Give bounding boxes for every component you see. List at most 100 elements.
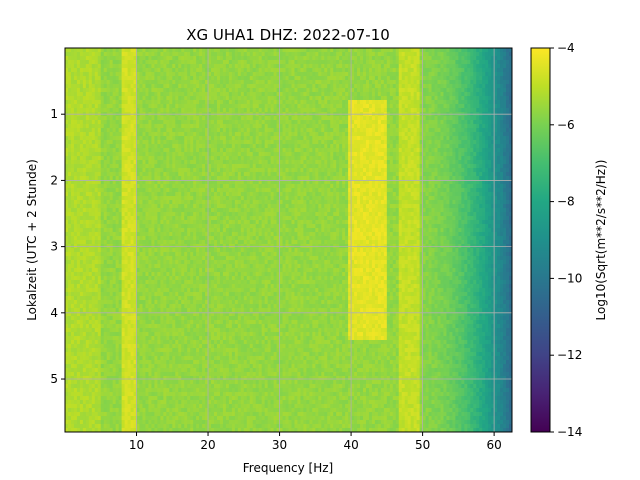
heatmap-cell	[374, 84, 379, 89]
heatmap-cell	[70, 76, 75, 81]
heatmap-cell	[300, 140, 304, 145]
heatmap-cell	[175, 48, 179, 53]
heatmap-cell	[434, 68, 439, 73]
heatmap-cell	[214, 48, 218, 53]
heatmap-cell	[365, 140, 370, 145]
heatmap-cell	[109, 144, 114, 149]
heatmap-cell	[321, 80, 325, 85]
heatmap-cell	[139, 52, 144, 57]
heatmap-cell	[70, 96, 75, 101]
heatmap-cell	[240, 108, 245, 113]
heatmap-cell	[440, 56, 445, 61]
heatmap-cell	[136, 104, 141, 109]
heatmap-cell	[333, 96, 337, 101]
heatmap-cell	[228, 108, 233, 113]
heatmap-cell	[345, 96, 349, 101]
heatmap-cell	[79, 128, 84, 133]
heatmap-cell	[374, 52, 379, 57]
heatmap-cell	[500, 136, 504, 141]
heatmap-cell	[94, 92, 99, 97]
heatmap-cell	[184, 52, 188, 57]
heatmap-cell	[339, 132, 343, 137]
heatmap-cell	[82, 92, 87, 97]
heatmap-cell	[100, 136, 105, 141]
heatmap-cell	[473, 52, 477, 57]
heatmap-cell	[485, 120, 489, 125]
heatmap-cell	[246, 84, 251, 89]
heatmap-cell	[503, 60, 507, 65]
heatmap-cell	[392, 140, 397, 145]
heatmap-cell	[255, 120, 260, 125]
heatmap-cell	[467, 120, 471, 125]
heatmap-cell	[443, 88, 448, 93]
heatmap-cell	[497, 128, 501, 133]
heatmap-cell	[315, 136, 319, 141]
heatmap-cell	[172, 140, 176, 145]
heatmap-cell	[228, 56, 233, 61]
heatmap-cell	[461, 64, 465, 69]
heatmap-cell	[249, 120, 254, 125]
heatmap-cell	[79, 92, 84, 97]
heatmap-cell	[231, 80, 236, 85]
heatmap-cell	[324, 128, 328, 133]
heatmap-cell	[500, 124, 504, 129]
heatmap-cell	[455, 80, 459, 85]
heatmap-cell	[297, 136, 302, 141]
heatmap-cell	[267, 124, 272, 129]
heatmap-cell	[506, 104, 510, 109]
heatmap-cell	[85, 92, 90, 97]
heatmap-cell	[240, 116, 245, 121]
heatmap-cell	[374, 92, 379, 97]
heatmap-cell	[276, 140, 281, 145]
heatmap-cell	[133, 144, 138, 149]
heatmap-cell	[500, 120, 504, 125]
heatmap-cell	[261, 88, 266, 93]
heatmap-cell	[333, 140, 337, 145]
heatmap-cell	[148, 104, 153, 109]
heatmap-cell	[219, 52, 224, 57]
heatmap-cell	[246, 136, 251, 141]
heatmap-cell	[184, 136, 188, 141]
heatmap-cell	[181, 120, 185, 125]
heatmap-cell	[243, 56, 248, 61]
heatmap-cell	[240, 104, 245, 109]
heatmap-cell	[109, 140, 114, 145]
heatmap-cell	[312, 80, 316, 85]
heatmap-cell	[264, 84, 269, 89]
heatmap-cell	[363, 108, 367, 113]
heatmap-cell	[79, 140, 84, 145]
heatmap-cell	[479, 120, 483, 125]
heatmap-cell	[65, 136, 69, 141]
heatmap-cell	[276, 136, 281, 141]
heatmap-cell	[303, 104, 307, 109]
heatmap-cell	[413, 136, 418, 141]
heatmap-cell	[127, 76, 132, 81]
heatmap-cell	[214, 144, 218, 149]
heatmap-cell	[91, 132, 96, 137]
heatmap-cell	[437, 88, 442, 93]
heatmap-cell	[175, 60, 179, 65]
heatmap-cell	[327, 128, 331, 133]
heatmap-cell	[282, 124, 287, 129]
heatmap-cell	[416, 108, 421, 113]
heatmap-cell	[431, 80, 436, 85]
heatmap-cell	[73, 48, 78, 53]
heatmap-cell	[416, 84, 421, 89]
heatmap-cell	[470, 56, 474, 61]
heatmap-cell	[73, 52, 78, 57]
heatmap-cell	[410, 136, 415, 141]
heatmap-cell	[389, 56, 394, 61]
heatmap-cell	[94, 104, 99, 109]
heatmap-cell	[196, 80, 200, 85]
heatmap-cell	[363, 128, 367, 133]
heatmap-cell	[374, 140, 379, 145]
heatmap-cell	[208, 136, 212, 141]
heatmap-cell	[398, 92, 403, 97]
heatmap-cell	[219, 88, 224, 93]
heatmap-cell	[79, 68, 84, 73]
heatmap-cell	[446, 52, 451, 57]
heatmap-cell	[431, 52, 436, 57]
heatmap-cell	[214, 72, 218, 77]
heatmap-cell	[392, 88, 397, 93]
heatmap-cell	[365, 64, 370, 69]
